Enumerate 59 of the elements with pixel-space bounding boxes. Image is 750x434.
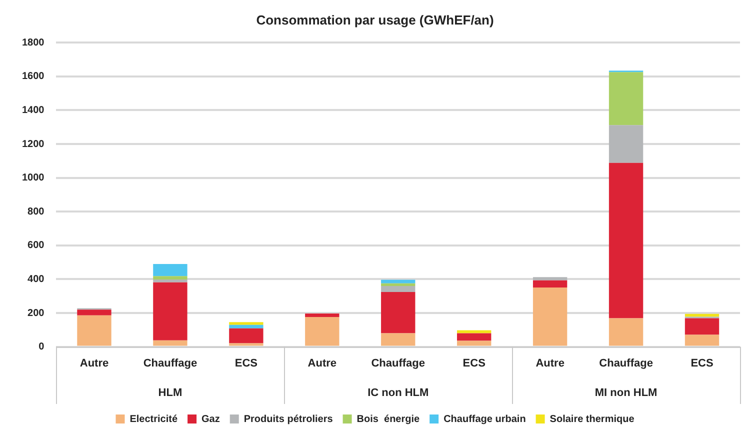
- x-tick-label: ECS: [462, 357, 486, 370]
- bar: [532, 277, 568, 280]
- bar: [684, 334, 720, 346]
- y-tick-label: 600: [28, 240, 45, 252]
- x-tick-label: Autre: [308, 357, 337, 370]
- y-tick-label: 1600: [22, 71, 45, 82]
- bar: [77, 310, 112, 316]
- bar: [381, 286, 416, 292]
- y-tick-label: 1400: [22, 104, 45, 116]
- y-tick-label: 0: [38, 342, 45, 353]
- bar: [608, 125, 644, 163]
- bar: [153, 276, 188, 280]
- bar: [457, 333, 492, 341]
- bar: [608, 318, 644, 346]
- bar: [532, 287, 568, 346]
- legend-label: Produits pétroliers: [244, 414, 334, 425]
- bar: [229, 343, 264, 346]
- bar: [305, 317, 340, 346]
- text: HLM: [158, 387, 182, 400]
- y-tick-label: 1200: [22, 138, 45, 150]
- bar: [153, 264, 188, 276]
- bar: [381, 283, 416, 286]
- bar: [381, 333, 416, 346]
- x-tick-label: Chauffage: [599, 357, 653, 370]
- bar: [153, 282, 188, 340]
- y-tick-label: 400: [28, 274, 45, 285]
- legend-label: Solaire thermique: [550, 414, 635, 425]
- y-tick-label: 1800: [22, 37, 45, 48]
- legend-label: Bois énergie: [356, 414, 420, 425]
- bar: [457, 340, 492, 346]
- bar: [153, 340, 188, 346]
- chart-title: Consommation par usage (GWhEF/an): [256, 12, 494, 28]
- y-tick-label: 800: [28, 206, 45, 218]
- legend-label: Gaz: [202, 414, 220, 425]
- text: MI non HLM: [594, 387, 658, 400]
- x-tick-label: ECS: [690, 357, 714, 370]
- bar: [229, 328, 264, 344]
- bar: [608, 162, 644, 318]
- x-tick-label: ECS: [234, 357, 258, 370]
- bar: [229, 322, 264, 325]
- bar: [305, 314, 340, 318]
- text: IC non HLM: [368, 387, 429, 400]
- x-tick-label: Autre: [80, 357, 109, 370]
- bar: [229, 324, 264, 328]
- x-tick-label: Autre: [536, 357, 564, 370]
- bar: [684, 318, 720, 335]
- y-tick-label: 200: [28, 308, 45, 319]
- bar: [532, 280, 568, 288]
- x-tick-label: Chauffage: [371, 357, 426, 370]
- bar: [457, 330, 492, 334]
- legend-label: Electricité: [130, 414, 178, 425]
- bar: [381, 292, 416, 334]
- bar: [153, 280, 188, 282]
- bar: [381, 280, 416, 284]
- y-tick-label: 1000: [22, 172, 45, 184]
- x-tick-label: Chauffage: [143, 357, 198, 370]
- legend-label: Chauffage urbain: [444, 414, 526, 425]
- bar: [608, 72, 644, 126]
- bar: [77, 315, 112, 346]
